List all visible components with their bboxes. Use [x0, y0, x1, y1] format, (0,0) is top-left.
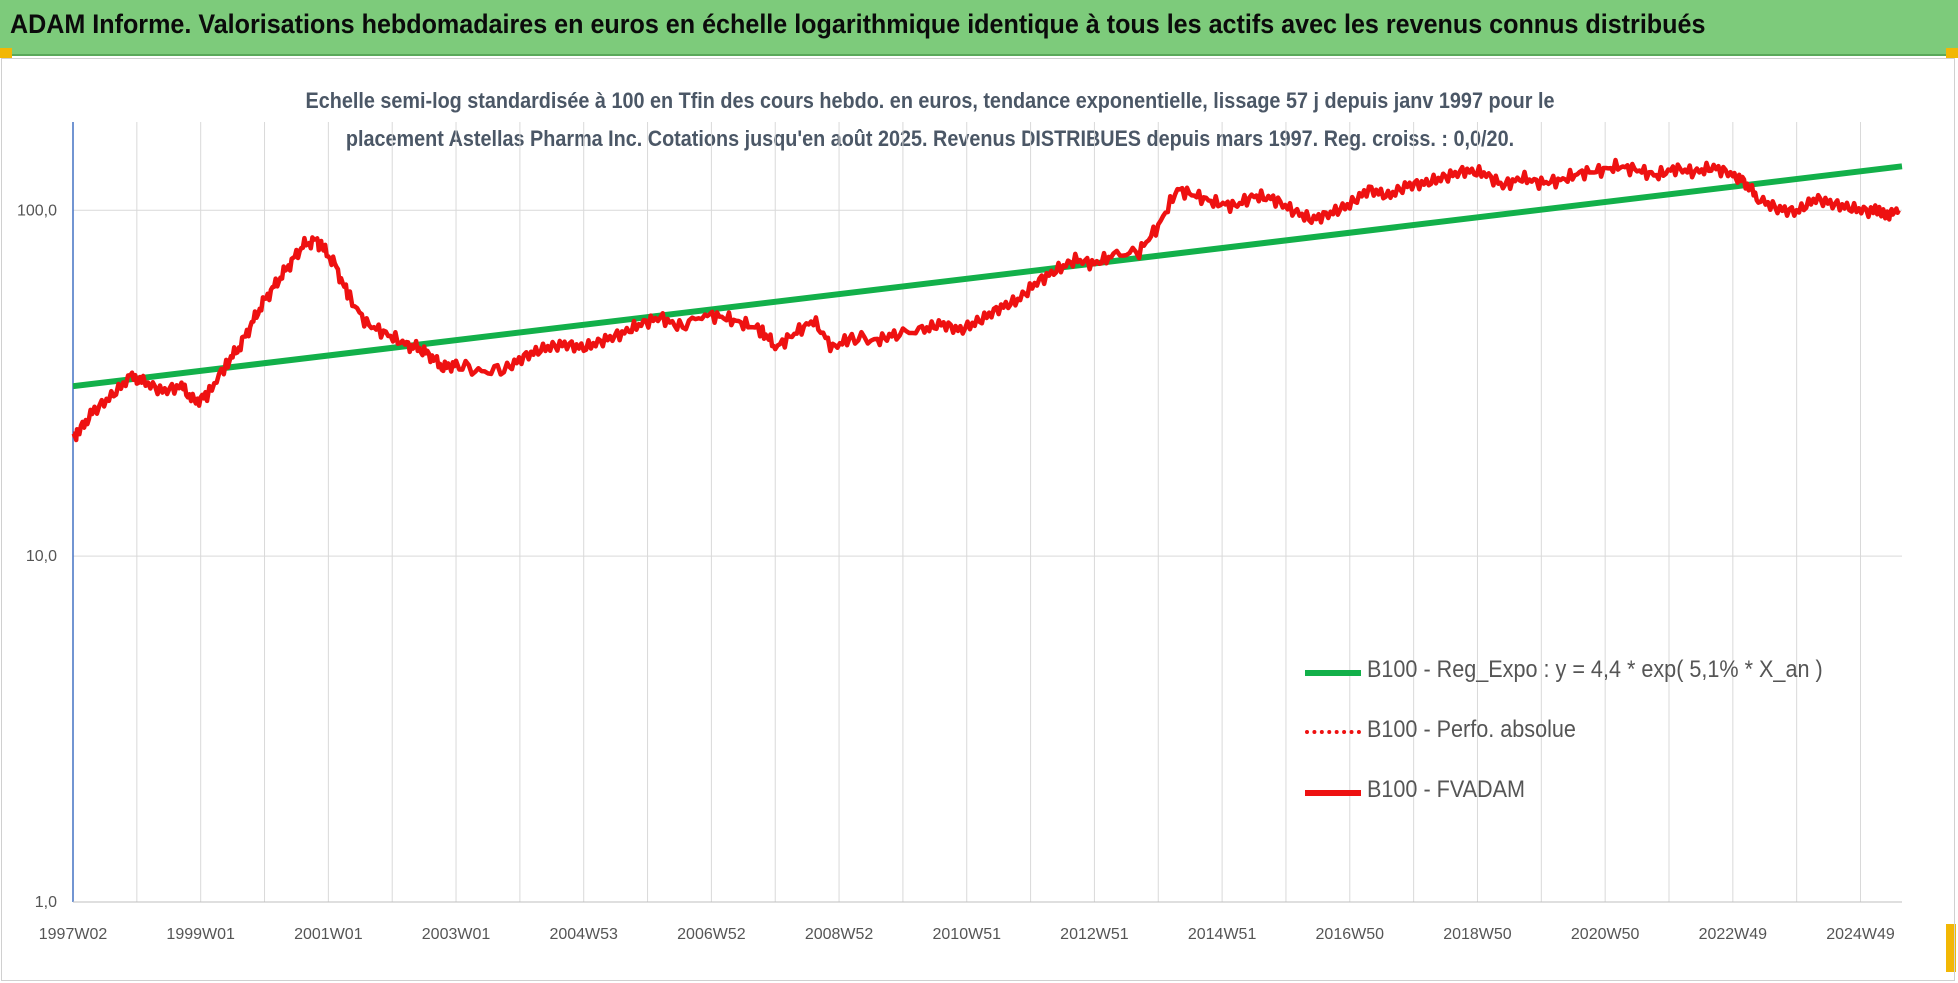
x-tick-label: 1997W02: [39, 926, 108, 943]
x-tick-label: 1999W01: [166, 926, 235, 943]
legend-label-absolute: B100 - Perfo. absolue: [1367, 716, 1576, 743]
corner-marker: [0, 48, 12, 58]
x-tick-label: 2004W53: [549, 926, 618, 943]
legend-label-fvadam: B100 - FVADAM: [1367, 776, 1526, 803]
x-tick-label: 2014W51: [1188, 926, 1257, 943]
x-tick-label: 2006W52: [677, 926, 746, 943]
x-tick-label: 2008W52: [805, 926, 874, 943]
x-tick-label: 2012W51: [1060, 926, 1129, 943]
x-tick-label: 2022W49: [1699, 926, 1768, 943]
x-tick-label: 2001W01: [294, 926, 363, 943]
x-tick-label: 2003W01: [422, 926, 491, 943]
legend-swatch-regression: [1305, 670, 1361, 676]
corner-marker: [1946, 48, 1958, 58]
y-tick-label: 10,0: [26, 548, 57, 565]
x-tick-label: 2010W51: [933, 926, 1002, 943]
chart-legend: B100 - Reg_Expo : y = 4,4 * exp( 5,1% * …: [1305, 652, 1925, 832]
chart-title: Echelle semi-log standardisée à 100 en T…: [180, 82, 1680, 158]
legend-item-fvadam: B100 - FVADAM: [1305, 772, 1925, 832]
x-tick-label: 2020W50: [1571, 926, 1640, 943]
chart-title-line-2: placement Astellas Pharma Inc. Cotations…: [345, 126, 1515, 151]
legend-item-absolute: B100 - Perfo. absolue: [1305, 712, 1925, 772]
series-line-regression: [72, 163, 1903, 390]
legend-swatch-fvadam: [1305, 790, 1361, 796]
chart-area: [1, 58, 1955, 981]
x-tick-label: 2018W50: [1443, 926, 1512, 943]
series-line-fvadam: [71, 157, 1901, 443]
page-title: ADAM Informe. Valorisations hebdomadaire…: [10, 9, 1706, 39]
x-tick-label: 2016W50: [1316, 926, 1385, 943]
legend-label-regression: B100 - Reg_Expo : y = 4,4 * exp( 5,1% * …: [1367, 656, 1823, 683]
x-tick-label: 2024W49: [1826, 926, 1895, 943]
legend-swatch-absolute: [1305, 730, 1361, 734]
corner-marker: [1946, 924, 1956, 972]
header-banner: ADAM Informe. Valorisations hebdomadaire…: [0, 0, 1958, 56]
y-tick-label: 1,0: [35, 894, 57, 911]
y-tick-label: 100,0: [17, 202, 57, 219]
chart-title-line-1: Echelle semi-log standardisée à 100 en T…: [305, 88, 1555, 113]
legend-item-regression: B100 - Reg_Expo : y = 4,4 * exp( 5,1% * …: [1305, 652, 1925, 712]
